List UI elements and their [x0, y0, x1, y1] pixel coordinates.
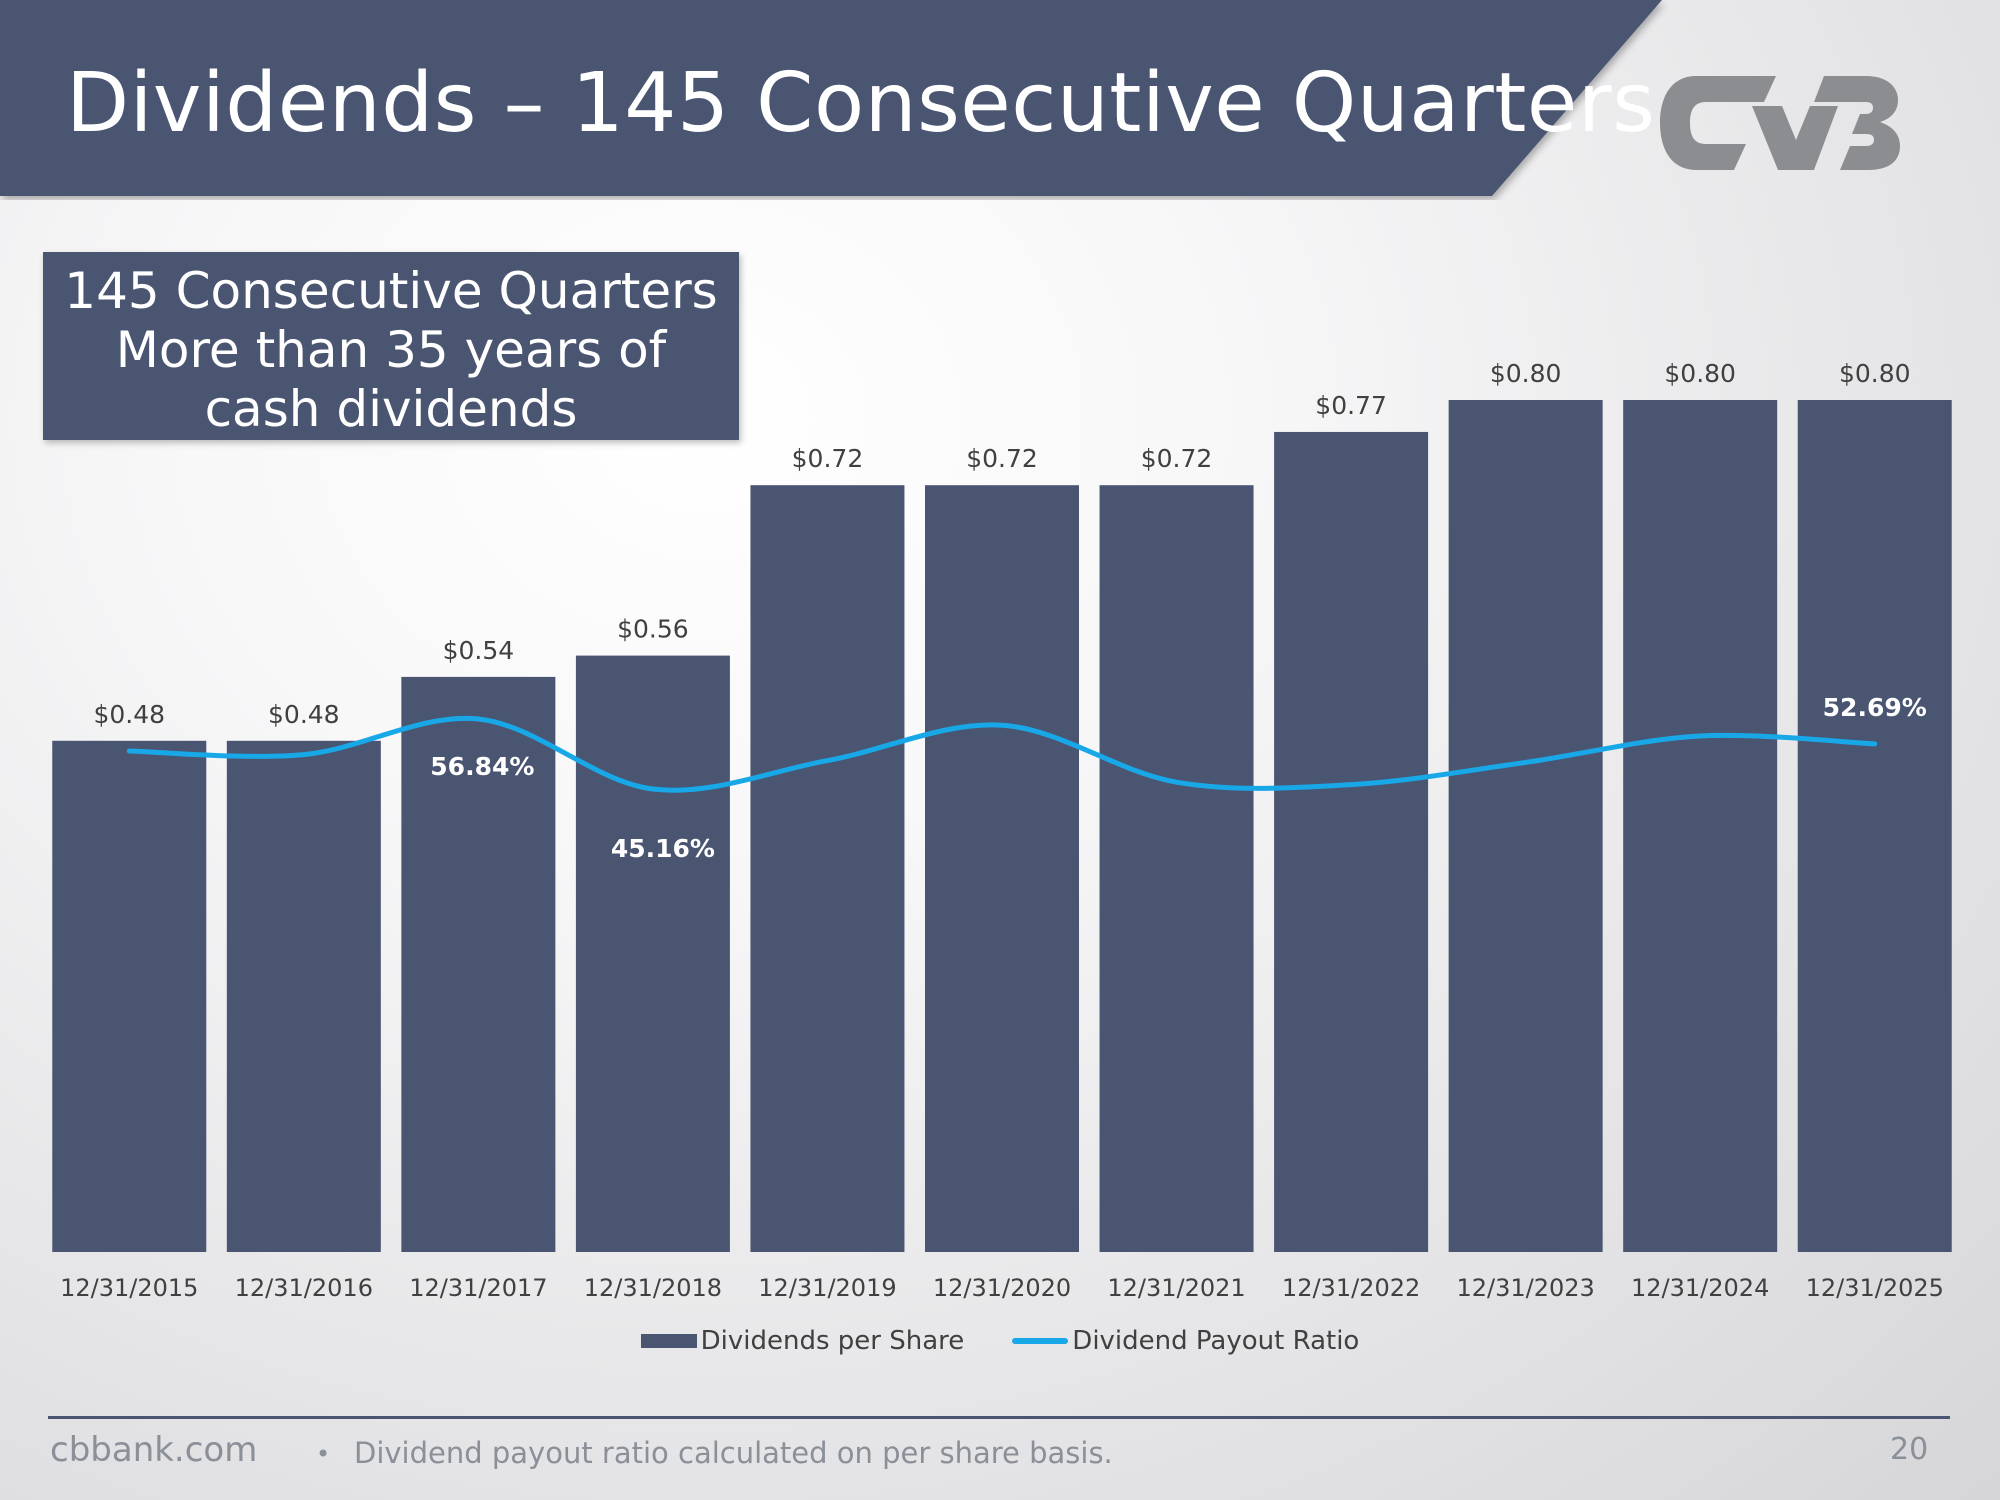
footer-site: cbbank.com	[50, 1430, 258, 1470]
bar-9	[1623, 400, 1778, 1252]
footer-divider	[48, 1416, 1950, 1419]
bar-10	[1797, 400, 1952, 1252]
x-tick-label-2: 12/31/2017	[409, 1274, 547, 1302]
x-tick-label-1: 12/31/2016	[235, 1274, 373, 1302]
bar-6	[1099, 485, 1254, 1252]
legend-swatch-line	[1012, 1338, 1069, 1344]
x-tick-label-6: 12/31/2021	[1107, 1274, 1245, 1302]
callout-box: 145 Consecutive Quarters More than 35 ye…	[43, 252, 739, 440]
bar-value-label-3: $0.56	[617, 615, 689, 644]
payout-label-10: 52.69%	[1823, 693, 1927, 722]
legend-label-dividends: Dividends per Share	[700, 1326, 965, 1356]
bar-1	[226, 740, 381, 1252]
page-number: 20	[1890, 1432, 1929, 1467]
x-tick-label-0: 12/31/2015	[60, 1274, 198, 1302]
bar-value-label-9: $0.80	[1664, 359, 1736, 388]
payout-label-3: 45.16%	[611, 834, 715, 863]
x-tick-label-7: 12/31/2022	[1282, 1274, 1420, 1302]
page-title: Dividends – 145 Consecutive Quarters	[66, 56, 1656, 151]
chart-legend: Dividends per Share Dividend Payout Rati…	[0, 1326, 2000, 1356]
bar-value-label-0: $0.48	[93, 700, 165, 729]
bar-value-label-8: $0.80	[1490, 359, 1562, 388]
footer-bullet: •	[316, 1440, 331, 1468]
bar-5	[925, 485, 1079, 1252]
x-tick-label-9: 12/31/2024	[1631, 1274, 1769, 1302]
bar-2	[401, 676, 556, 1252]
x-tick-label-8: 12/31/2023	[1456, 1274, 1594, 1302]
payout-label-2: 56.84%	[430, 752, 534, 781]
x-tick-label-10: 12/31/2025	[1806, 1274, 1944, 1302]
callout-line-1: 145 Consecutive Quarters	[64, 262, 718, 320]
bar-3	[575, 655, 730, 1252]
bar-value-label-2: $0.54	[443, 636, 515, 665]
bar-value-label-5: $0.72	[966, 444, 1038, 473]
bar-value-label-4: $0.72	[792, 444, 864, 473]
x-tick-label-3: 12/31/2018	[584, 1274, 722, 1302]
bar-value-label-1: $0.48	[268, 700, 340, 729]
bar-value-label-6: $0.72	[1141, 444, 1213, 473]
company-logo	[1660, 76, 1900, 170]
legend-item-payout: Dividend Payout Ratio	[1012, 1326, 1359, 1356]
bar-value-label-10: $0.80	[1839, 359, 1911, 388]
x-tick-label-5: 12/31/2020	[933, 1274, 1071, 1302]
bar-7	[1274, 431, 1429, 1252]
legend-item-dividends: Dividends per Share	[640, 1326, 965, 1356]
bar-value-label-7: $0.77	[1315, 391, 1387, 420]
legend-swatch-bar	[640, 1334, 697, 1348]
bar-0	[52, 740, 207, 1252]
legend-label-payout: Dividend Payout Ratio	[1072, 1326, 1360, 1356]
x-tick-label-4: 12/31/2019	[758, 1274, 896, 1302]
payout-ratio-line	[126, 715, 1878, 793]
footer-note: Dividend payout ratio calculated on per …	[354, 1436, 1113, 1470]
callout-line-3: cash dividends	[204, 380, 578, 438]
title-banner	[0, 0, 1662, 196]
callout-line-2: More than 35 years of	[115, 321, 667, 379]
bar-4	[750, 485, 905, 1252]
bar-8	[1448, 400, 1603, 1252]
